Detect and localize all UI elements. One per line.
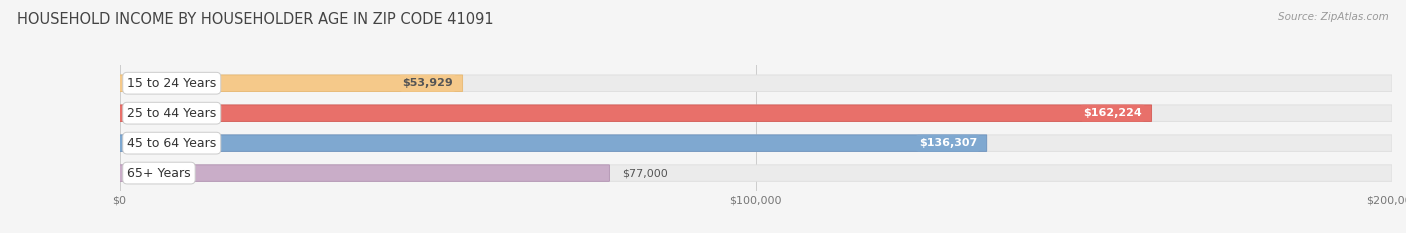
FancyBboxPatch shape (120, 105, 1392, 121)
FancyBboxPatch shape (120, 105, 1152, 121)
Text: Source: ZipAtlas.com: Source: ZipAtlas.com (1278, 12, 1389, 22)
FancyBboxPatch shape (120, 165, 1392, 181)
Text: $53,929: $53,929 (402, 78, 453, 88)
Text: 25 to 44 Years: 25 to 44 Years (127, 107, 217, 120)
Text: $77,000: $77,000 (621, 168, 668, 178)
Text: $162,224: $162,224 (1083, 108, 1142, 118)
FancyBboxPatch shape (120, 75, 1392, 92)
FancyBboxPatch shape (120, 135, 1392, 151)
Text: 45 to 64 Years: 45 to 64 Years (127, 137, 217, 150)
Text: HOUSEHOLD INCOME BY HOUSEHOLDER AGE IN ZIP CODE 41091: HOUSEHOLD INCOME BY HOUSEHOLDER AGE IN Z… (17, 12, 494, 27)
FancyBboxPatch shape (120, 75, 463, 92)
Text: 15 to 24 Years: 15 to 24 Years (127, 77, 217, 90)
FancyBboxPatch shape (120, 165, 609, 181)
Text: $136,307: $136,307 (920, 138, 977, 148)
Text: 65+ Years: 65+ Years (127, 167, 191, 180)
FancyBboxPatch shape (120, 135, 987, 151)
